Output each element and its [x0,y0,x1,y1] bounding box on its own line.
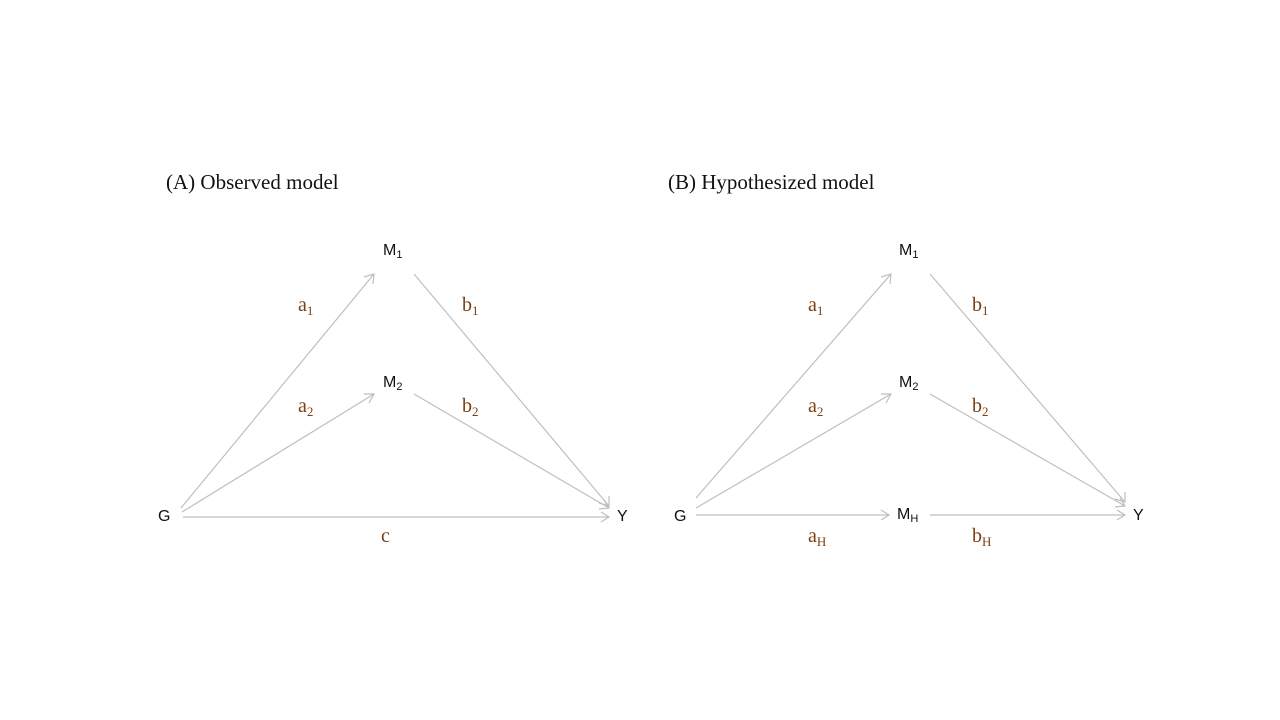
node-b-y: Y [1133,507,1144,524]
node-g: G [158,508,171,525]
edge-b-a2-arrowhead [881,393,893,404]
node-b-m1: M1 [899,242,919,261]
edge-b1-line [413,273,610,507]
node-m2: M2 [383,374,403,393]
edge-label-b-b1: b1 [972,294,989,318]
edge-b-a1-line [695,273,892,499]
edge-label-c: c [381,525,390,547]
edge-b-a2-line [695,393,892,509]
edge-label-a1: a1 [298,294,314,318]
edge-label-b-a2: a2 [808,395,824,419]
edge-b-b2-arrowhead [1114,497,1127,508]
edge-b-bh-arrowhead [1116,509,1127,521]
node-b-g: G [674,508,687,525]
node-b-m2: M2 [899,374,919,393]
edge-label-a2: a2 [298,395,314,419]
edge-a2-arrowhead [364,393,376,404]
edge-b2-arrowhead [598,499,611,510]
node-m1: M1 [383,242,403,261]
edge-a2-line [181,393,375,513]
edge-label-b-bh: bH [972,525,992,549]
node-y: Y [617,508,628,525]
edge-b2-line [413,393,610,509]
edge-b-b2-line [929,393,1126,507]
edge-b-ah-arrowhead [880,509,891,521]
edge-b-a1-arrowhead [880,273,892,285]
edge-b-b1-line [929,273,1126,503]
edge-label-b2: b2 [462,395,479,419]
edge-c-arrowhead [600,511,611,523]
edge-label-b-ah: aH [808,525,827,549]
panel-a-edges [180,273,611,523]
edge-label-b-b2: b2 [972,395,989,419]
node-b-mh: MH [897,506,919,525]
edge-a1-line [180,273,375,509]
edge-label-b-a1: a1 [808,294,824,318]
edge-b-b1-arrowhead [1114,492,1126,503]
panel-b-title: (B) Hypothesized model [668,170,875,194]
edge-label-b1: b1 [462,294,479,318]
panel-a-title: (A) Observed model [166,170,339,194]
panel-b-edges [695,273,1127,521]
edge-a1-arrowhead [363,273,375,285]
